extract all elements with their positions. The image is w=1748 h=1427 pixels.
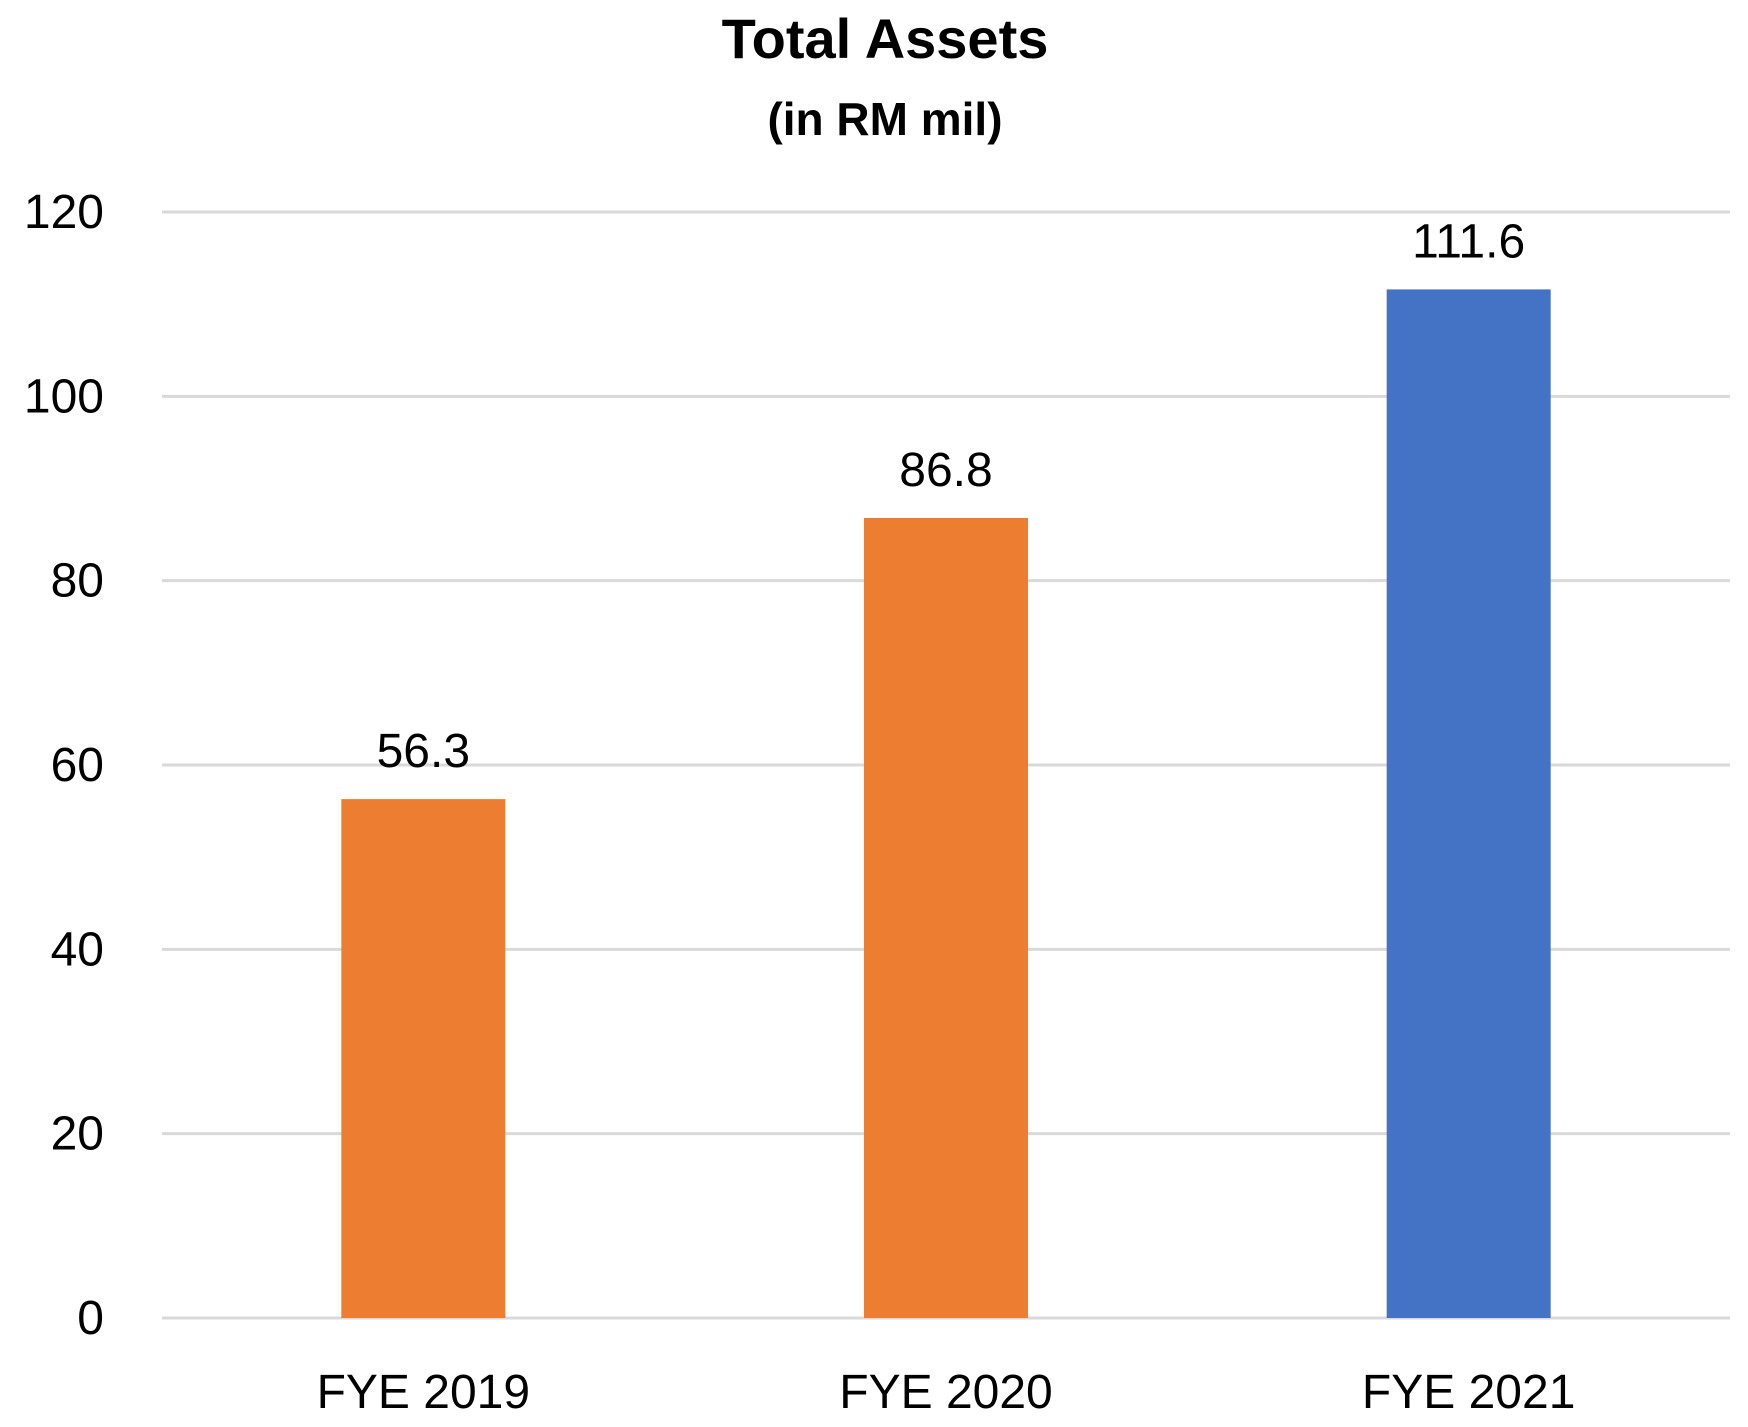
x-tick-label: FYE 2021 (1362, 1366, 1575, 1419)
data-label: 111.6 (1412, 215, 1525, 268)
data-label: 56.3 (377, 725, 470, 778)
y-axis-ticks: 0 20 40 60 80 100 120 (24, 186, 104, 1345)
data-labels: 56.3 86.8 111.6 (377, 215, 1526, 778)
y-tick-label: 120 (24, 186, 104, 239)
x-tick-label: FYE 2020 (839, 1366, 1052, 1419)
y-tick-label: 20 (51, 1108, 104, 1161)
bar-fye-2019 (341, 799, 506, 1318)
y-tick-label: 0 (77, 1292, 104, 1345)
y-tick-label: 80 (51, 555, 104, 608)
bar-fye-2020 (864, 517, 1028, 1318)
chart-title: Total Assets (722, 7, 1049, 70)
x-axis-ticks: FYE 2019 FYE 2020 FYE 2021 (317, 1366, 1576, 1419)
x-tick-label: FYE 2019 (317, 1366, 530, 1419)
data-label: 86.8 (899, 444, 992, 497)
bars (341, 289, 1551, 1318)
y-tick-label: 40 (51, 923, 104, 976)
y-tick-label: 60 (51, 739, 104, 792)
y-tick-label: 100 (24, 370, 104, 423)
bar-fye-2021 (1386, 289, 1551, 1318)
chart-subtitle: (in RM mil) (767, 93, 1002, 145)
